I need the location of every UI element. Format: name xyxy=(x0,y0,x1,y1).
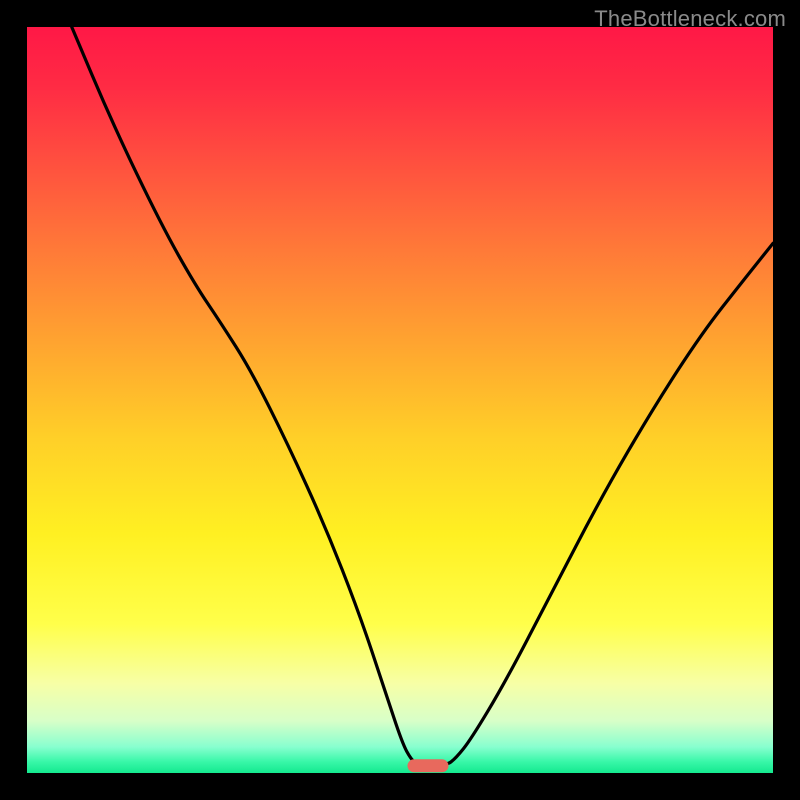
optimal-marker xyxy=(408,759,449,772)
curve-layer xyxy=(27,27,773,773)
plot-area xyxy=(27,27,773,773)
chart-frame: TheBottleneck.com xyxy=(0,0,800,800)
bottleneck-curve xyxy=(72,27,773,766)
